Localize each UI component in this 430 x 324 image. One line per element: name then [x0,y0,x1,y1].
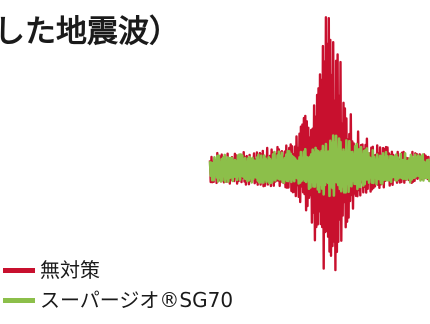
legend-label-super-geo: スーパージオ®SG70 [40,288,234,312]
series-layer [208,16,430,272]
legend-item-super-geo: スーパージオ®SG70 [3,285,233,315]
legend-swatch-red [3,267,35,273]
legend: 無対策 スーパージオ®SG70 [3,255,233,315]
legend-item-no-countermeasure: 無対策 [3,255,233,285]
legend-swatch-green [3,297,35,303]
series-line-no-countermeasure [208,16,430,272]
chart-title: した地震波） [0,14,180,50]
legend-label-no-countermeasure: 無対策 [40,258,100,282]
series-line-super-geo [208,134,430,198]
